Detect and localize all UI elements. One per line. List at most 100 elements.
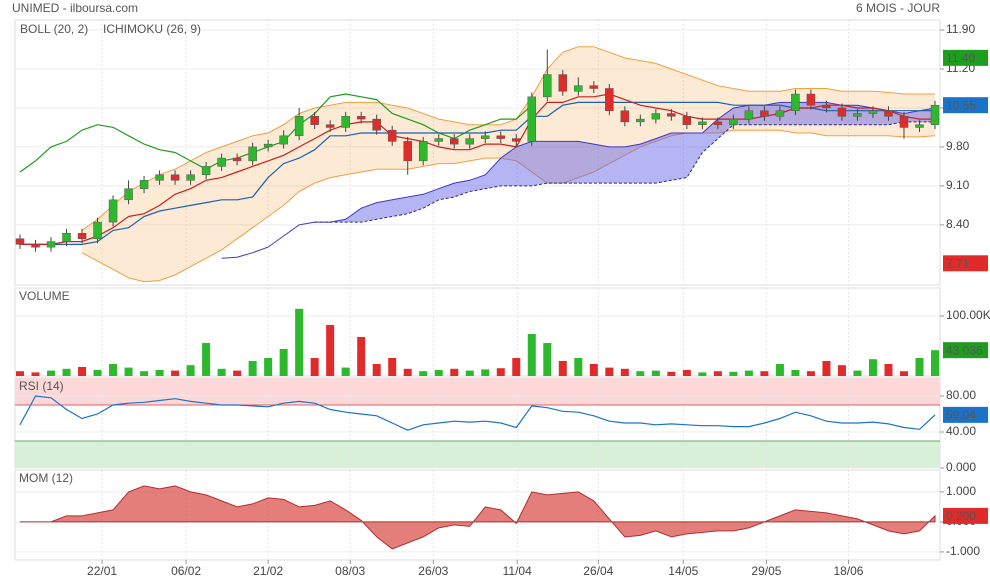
- candle-body: [527, 96, 537, 142]
- volume-bar: [419, 371, 428, 376]
- x-tick-label: 11/04: [503, 564, 532, 578]
- candle-body: [170, 174, 180, 181]
- volume-bar: [16, 371, 24, 376]
- volume-bar: [775, 364, 784, 376]
- candle-body: [31, 244, 40, 248]
- y-tick-label: 8.40: [946, 217, 970, 231]
- x-tick-label: 21/02: [253, 564, 283, 578]
- candle-body: [418, 141, 428, 162]
- y-tick-label: 9.80: [946, 139, 970, 153]
- value-tag-label: 7.71: [946, 256, 970, 270]
- chikou-line: [19, 93, 533, 173]
- panel-title: VOLUME: [19, 289, 70, 303]
- candle-body: [77, 232, 87, 240]
- volume-bar: [605, 367, 614, 376]
- candle-body: [263, 143, 273, 148]
- chart-subtitle: 6 MOIS - JOUR: [856, 1, 940, 15]
- bollinger-upper: [81, 46, 935, 231]
- volume-bar: [558, 361, 567, 376]
- candle-body: [341, 116, 350, 128]
- volume-bar: [729, 371, 738, 376]
- candle-body: [279, 135, 288, 145]
- volume-bar: [713, 371, 722, 376]
- candle-body: [496, 135, 506, 139]
- volume-bar: [884, 364, 893, 376]
- volume-bar: [186, 365, 195, 376]
- volume-bar: [31, 372, 40, 376]
- candle-body: [605, 88, 614, 111]
- volume-bar: [310, 358, 319, 376]
- candle-body: [201, 166, 211, 176]
- value-tag: [943, 342, 988, 359]
- volume-bar: [233, 370, 242, 376]
- x-tick-label: 06/02: [171, 564, 201, 578]
- candle-body: [403, 141, 412, 162]
- value-tag-label: 11.40: [946, 51, 975, 65]
- legend-entry: BOLL (20, 2): [20, 22, 88, 36]
- senkou-span-b: [314, 121, 935, 223]
- volume-bar: [931, 350, 939, 376]
- candle-body: [356, 116, 366, 120]
- momentum-area: [20, 485, 936, 550]
- value-tag: [943, 97, 988, 114]
- candle-body: [217, 157, 226, 167]
- volume-bar: [868, 359, 877, 376]
- senkou-span-a: [221, 101, 936, 259]
- volume-bar: [248, 361, 257, 376]
- volume-bar: [124, 367, 133, 376]
- volume-bar: [109, 364, 118, 376]
- y-tick-label: 9.10: [946, 178, 970, 192]
- candle-body: [434, 138, 443, 142]
- y-tick-label: 1.000: [946, 484, 976, 498]
- chart-title: UNIMED - ilboursa.com: [12, 1, 138, 15]
- volume-bar: [171, 370, 180, 376]
- volume-bar: [651, 370, 660, 376]
- candle-body: [651, 113, 661, 120]
- candle-body: [325, 124, 335, 128]
- candle-body: [124, 188, 133, 201]
- panel-frame: [14, 19, 941, 286]
- y-tick-label: 11.90: [946, 22, 975, 36]
- candle-body: [93, 221, 102, 240]
- volume-bar: [574, 358, 583, 376]
- y-tick-label: 40.00: [946, 424, 976, 438]
- volume-bar: [496, 368, 505, 376]
- volume-bar: [341, 367, 350, 376]
- volume-bar: [682, 370, 691, 376]
- volume-bar: [806, 371, 815, 376]
- candle-body: [791, 93, 800, 111]
- value-tag: [943, 49, 988, 66]
- candle-body: [853, 113, 862, 117]
- candle-body: [884, 110, 893, 117]
- candle-body: [139, 180, 149, 189]
- volume-bar: [62, 368, 71, 376]
- volume-bar: [667, 371, 676, 376]
- candle-body: [543, 74, 552, 98]
- value-tag-label: 10.55: [946, 98, 976, 112]
- candle-body: [868, 110, 878, 114]
- volume-bar: [620, 368, 629, 376]
- candle-body: [372, 118, 381, 131]
- volume-bar: [217, 368, 226, 376]
- volume-bar: [543, 343, 552, 376]
- candle-body: [899, 116, 909, 128]
- volume-bar: [512, 358, 521, 376]
- volume-bar: [837, 365, 846, 376]
- volume-bar: [202, 343, 211, 376]
- volume-bar: [93, 370, 102, 376]
- candle-body: [46, 241, 56, 248]
- volume-bar: [698, 372, 707, 376]
- volume-bar: [388, 358, 397, 376]
- volume-bar: [279, 349, 288, 376]
- panel-frame: [14, 287, 941, 377]
- value-tag: [943, 406, 988, 423]
- rsi-line: [19, 395, 936, 431]
- panel-title: MOM (12): [19, 471, 73, 485]
- volume-bar: [357, 337, 366, 376]
- candle-body: [713, 121, 723, 125]
- volume-bar: [527, 334, 536, 376]
- legend-entry: ICHIMOKU (26, 9): [103, 22, 201, 36]
- value-tag-label: 59.04: [946, 408, 976, 422]
- candle-body: [465, 138, 474, 145]
- x-tick-label: 29/05: [751, 564, 781, 578]
